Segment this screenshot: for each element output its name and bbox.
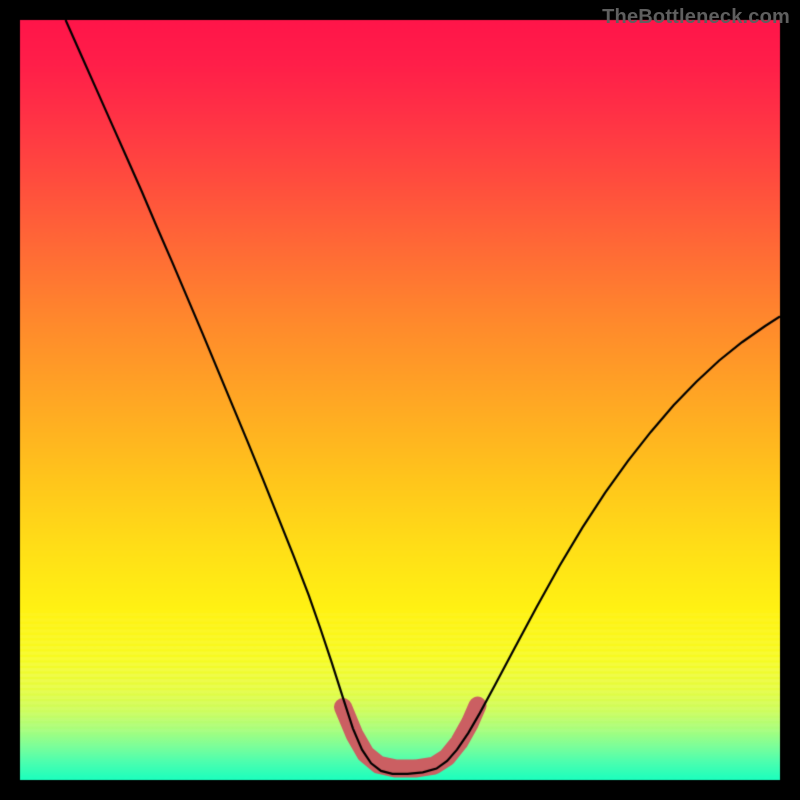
watermark-text: TheBottleneck.com xyxy=(602,6,790,29)
chart-stage: TheBottleneck.com xyxy=(0,0,800,800)
bottleneck-chart-canvas xyxy=(0,0,800,800)
